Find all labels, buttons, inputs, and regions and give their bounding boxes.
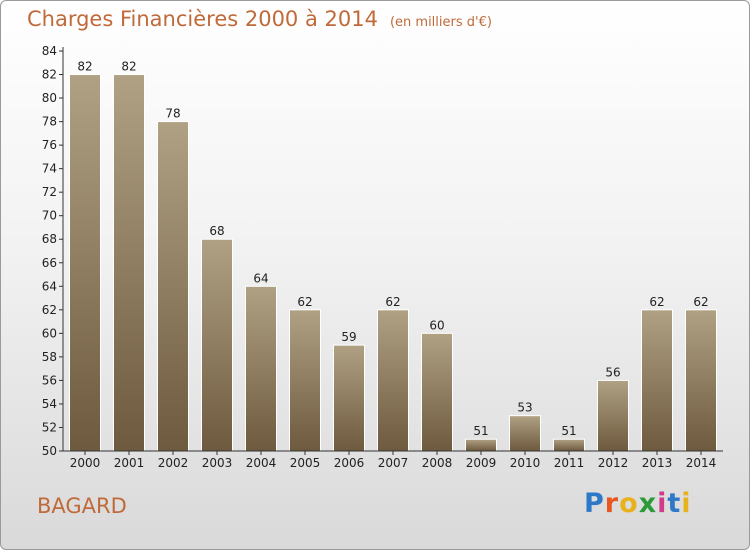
logo-letter: P — [584, 488, 605, 519]
x-tick-label: 2005 — [290, 456, 321, 470]
proxiti-logo[interactable]: Proxiti — [584, 488, 692, 519]
y-tick-label: 84 — [42, 44, 57, 58]
x-axis: 2000 2001 2002 2003 2004 2005 2006 2007 2008 2009… — [63, 450, 723, 470]
logo-letter: t — [667, 488, 682, 519]
y-tick-label: 58 — [42, 350, 57, 364]
chart-title-text: Charges Financières 2000 à 2014 — [27, 7, 378, 31]
x-tick-label: 2008 — [422, 456, 453, 470]
x-tick-label: 2002 — [158, 456, 189, 470]
logo-letter: r — [604, 488, 620, 519]
value-label: 82 — [77, 60, 92, 74]
value-label: 62 — [693, 295, 708, 309]
y-tick-label: 64 — [42, 279, 57, 293]
value-label: 62 — [649, 295, 664, 309]
value-label: 64 — [253, 271, 268, 285]
value-label: 82 — [121, 60, 136, 74]
value-label: 60 — [429, 318, 444, 332]
value-label: 51 — [561, 424, 576, 438]
logo-letter: i — [657, 488, 668, 519]
value-label: 62 — [385, 295, 400, 309]
chart-subtitle: (en milliers d'€) — [389, 15, 492, 30]
bar — [157, 121, 189, 452]
x-tick-label: 2001 — [114, 456, 145, 470]
commune-name: BAGARD — [37, 494, 127, 518]
bar — [245, 285, 277, 452]
y-tick-label: 60 — [42, 326, 57, 340]
value-label: 56 — [605, 365, 620, 379]
bar — [641, 309, 673, 452]
x-tick-label: 2004 — [246, 456, 277, 470]
x-tick-label: 2010 — [510, 456, 541, 470]
chart-title: Charges Financières 2000 à 2014 (en milli… — [27, 7, 492, 31]
bar — [465, 438, 497, 452]
bar — [377, 309, 409, 452]
bar — [69, 74, 101, 452]
bar — [597, 379, 629, 452]
bar — [509, 415, 541, 452]
y-tick-label: 78 — [42, 115, 57, 129]
x-tick-label: 2006 — [334, 456, 365, 470]
value-label: 62 — [297, 295, 312, 309]
y-tick-label: 74 — [42, 162, 57, 176]
y-tick-label: 76 — [42, 138, 57, 152]
y-axis: 50 52 54 56 58 60 62 64 66 68 70 72 74 76 78 80 82 84 — [42, 44, 64, 458]
x-tick-label: 2011 — [554, 456, 585, 470]
logo-letter: i — [681, 488, 692, 519]
bar — [553, 438, 585, 452]
bar — [333, 344, 365, 452]
y-tick-label: 70 — [42, 209, 57, 223]
y-tick-label: 56 — [42, 373, 57, 387]
bar — [113, 74, 145, 452]
y-tick-label: 82 — [42, 68, 57, 82]
bar — [201, 238, 233, 452]
y-tick-label: 66 — [42, 256, 57, 270]
bar — [289, 309, 321, 452]
logo-letter: x — [638, 488, 658, 519]
y-tick-label: 80 — [42, 91, 57, 105]
y-tick-label: 68 — [42, 232, 57, 246]
logo-letter: o — [619, 488, 639, 519]
value-label: 51 — [473, 424, 488, 438]
x-tick-label: 2013 — [642, 456, 673, 470]
y-tick-label: 54 — [42, 397, 57, 411]
x-tick-label: 2012 — [598, 456, 629, 470]
value-label: 53 — [517, 401, 532, 415]
value-label: 68 — [209, 224, 224, 238]
bars: 82 82 78 68 64 62 59 62 60 51 53 51 56 62 62 — [69, 60, 717, 452]
x-tick-label: 2003 — [202, 456, 233, 470]
y-tick-label: 72 — [42, 185, 57, 199]
x-tick-label: 2007 — [378, 456, 409, 470]
bar — [685, 309, 717, 452]
x-tick-label: 2000 — [70, 456, 101, 470]
y-tick-label: 50 — [42, 444, 57, 458]
bar — [421, 332, 453, 452]
x-tick-label: 2009 — [466, 456, 497, 470]
x-tick-label: 2014 — [686, 456, 717, 470]
value-label: 59 — [341, 330, 356, 344]
y-tick-label: 52 — [42, 420, 57, 434]
y-tick-label: 62 — [42, 303, 57, 317]
value-label: 78 — [165, 107, 180, 121]
